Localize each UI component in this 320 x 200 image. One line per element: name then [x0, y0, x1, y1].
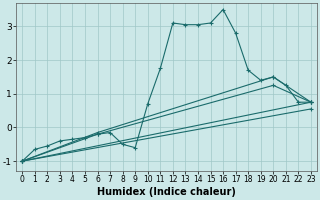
- X-axis label: Humidex (Indice chaleur): Humidex (Indice chaleur): [97, 187, 236, 197]
